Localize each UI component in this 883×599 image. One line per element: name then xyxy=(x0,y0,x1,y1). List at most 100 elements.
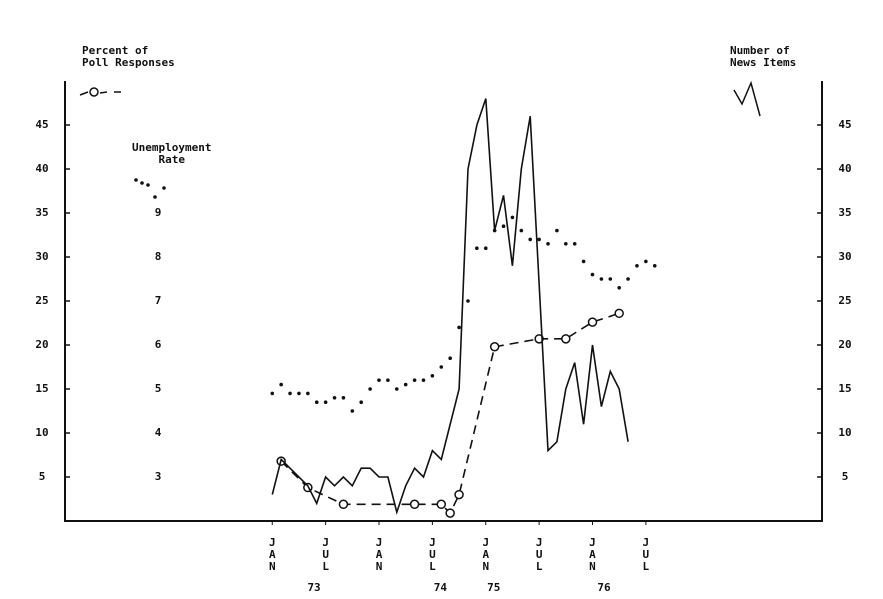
unemployment-dot xyxy=(332,396,337,400)
unemployment-dot xyxy=(394,387,399,391)
year-label: 73 xyxy=(307,581,320,594)
poll-marker xyxy=(436,499,447,510)
y-tick-label: 25 xyxy=(35,294,48,307)
legend-label: Percent of Poll Responses xyxy=(82,44,175,69)
y2-tick-label: 15 xyxy=(838,382,851,395)
unemployment-dot xyxy=(599,277,604,281)
y2-tick-label: 30 xyxy=(838,250,851,263)
unemployment-dot xyxy=(644,259,648,264)
unemployment-dot xyxy=(572,242,577,246)
unemployment-dot xyxy=(635,264,639,268)
year-label: 75 xyxy=(487,581,500,594)
unemployment-dot xyxy=(510,215,515,220)
unemployment-dot xyxy=(546,242,550,246)
unemployment-dot xyxy=(430,374,435,378)
y2-tick-label: 35 xyxy=(838,206,851,219)
x-tick-label: JUL xyxy=(319,536,332,572)
y2-tick-label: 40 xyxy=(838,162,851,175)
unemployment-dot xyxy=(350,409,355,413)
unemployment-dot xyxy=(323,400,328,405)
unemployment-dot xyxy=(279,382,283,387)
u-tick-label: 6 xyxy=(155,338,162,351)
u-tick-label: 5 xyxy=(155,382,162,395)
unemployment-dot xyxy=(466,299,470,303)
unemployment-dot xyxy=(448,356,452,361)
unemployment-dot xyxy=(555,228,559,233)
poll-marker xyxy=(409,499,420,510)
poll-marker xyxy=(489,342,500,352)
poll-marker xyxy=(614,308,624,319)
poll-marker xyxy=(454,489,464,500)
poll-marker xyxy=(445,508,455,518)
x-tick-label: JAN xyxy=(266,536,279,572)
unemployment-dot xyxy=(501,224,506,228)
unemployment-dot xyxy=(537,237,541,242)
legend-label: Unemployment Rate xyxy=(132,141,212,166)
unemployment-dot xyxy=(617,286,621,290)
unemployment-dot xyxy=(403,382,408,387)
unemployment-dot xyxy=(528,237,533,242)
legend-unemp-symbol xyxy=(134,178,166,199)
y-tick-label: 10 xyxy=(35,426,48,439)
poll-marker xyxy=(587,317,598,327)
unemployment-dot xyxy=(439,365,444,369)
unemployment-dot xyxy=(475,246,479,250)
u-tick-label: 4 xyxy=(155,426,162,439)
y2-tick-label: 25 xyxy=(838,294,851,307)
unemployment-dot xyxy=(359,400,364,405)
x-tick-label: JUL xyxy=(639,536,652,572)
y2-tick-label: 5 xyxy=(842,470,849,483)
unemployment-dot xyxy=(457,325,461,330)
legend-poll-symbol xyxy=(89,87,99,97)
unemployment-dot xyxy=(608,277,613,281)
y-tick-label: 5 xyxy=(39,470,46,483)
unemployment-dot xyxy=(581,259,586,264)
poll-marker xyxy=(561,334,571,344)
unemployment-dot xyxy=(564,242,568,246)
y-tick-label: 30 xyxy=(35,250,48,263)
x-tick-label: JAN xyxy=(586,536,599,572)
unemployment-dot xyxy=(377,378,381,383)
unemployment-dot xyxy=(626,277,630,281)
y-tick-label: 15 xyxy=(35,382,48,395)
x-tick-label: JUL xyxy=(426,536,439,572)
y-tick-label: 20 xyxy=(35,338,48,351)
x-tick-label: JAN xyxy=(479,536,492,572)
u-tick-label: 3 xyxy=(155,470,162,483)
y2-tick-label: 20 xyxy=(838,338,851,351)
unemployment-dot xyxy=(386,378,390,383)
y2-tick-label: 45 xyxy=(838,118,851,131)
unemployment-dot xyxy=(483,246,488,250)
legend-label: Number of News Items xyxy=(730,44,797,69)
news-line xyxy=(271,98,629,516)
unemployment-dot xyxy=(652,264,657,268)
u-tick-label: 8 xyxy=(155,250,162,263)
year-label: 76 xyxy=(597,581,611,594)
unemployment-dot xyxy=(270,391,275,396)
unemployment-dot xyxy=(412,378,417,383)
unemployment-dot xyxy=(421,378,426,383)
year-label: 74 xyxy=(434,581,448,594)
unemployment-dot xyxy=(368,387,372,391)
poll-line xyxy=(280,312,620,515)
poll-marker xyxy=(534,334,544,344)
unemployment-dot xyxy=(288,391,292,396)
unemployment-dot xyxy=(341,396,346,400)
unemployment-dot xyxy=(590,272,595,277)
unemployment-dot xyxy=(297,391,301,396)
u-tick-label: 9 xyxy=(155,206,162,219)
unemployment-dot xyxy=(306,391,310,396)
y-tick-label: 35 xyxy=(35,206,48,219)
unemployment-dot xyxy=(314,400,319,405)
x-tick-label: JUL xyxy=(533,536,546,572)
y-tick-label: 45 xyxy=(35,118,48,131)
unemployment-dot xyxy=(519,228,524,233)
legend-poll-symbol xyxy=(79,91,121,96)
y-tick-label: 40 xyxy=(35,162,48,175)
poll-marker xyxy=(338,499,349,510)
legend-news-symbol xyxy=(733,80,761,117)
y2-tick-label: 10 xyxy=(838,426,851,439)
u-tick-label: 7 xyxy=(155,294,162,307)
